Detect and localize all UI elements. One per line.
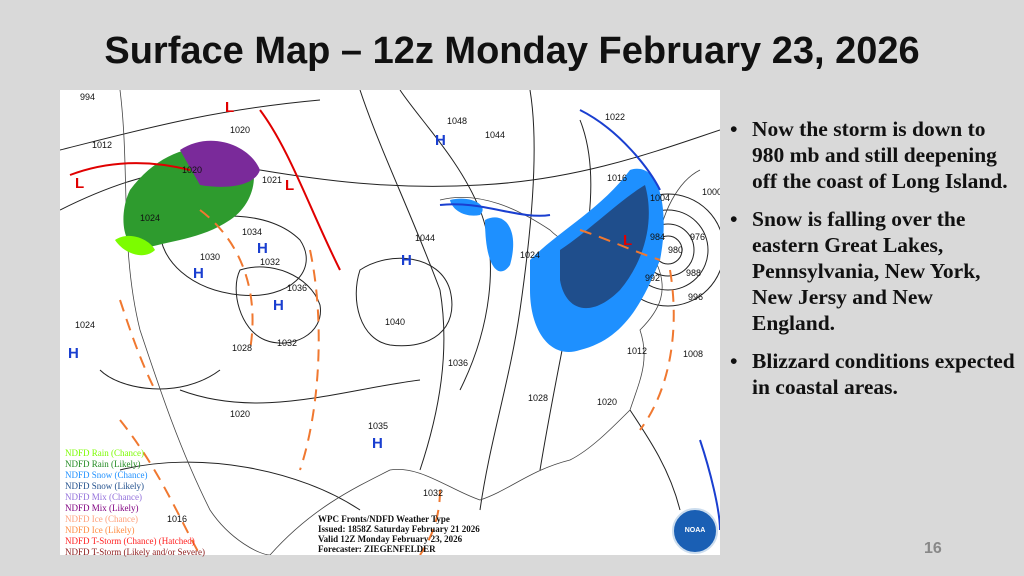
isobar-label: 992 (645, 273, 660, 283)
isobar-label: 988 (686, 268, 701, 278)
isobar-label: 976 (690, 232, 705, 242)
high-pressure-center: H (68, 345, 79, 362)
slide-title: Surface Map – 12z Monday February 23, 20… (104, 30, 920, 72)
legend-item: NDFD Ice (Likely) (65, 525, 135, 535)
legend-item: NDFD Mix (Likely) (65, 503, 139, 513)
troughs (119, 209, 675, 555)
bullet-item: Blizzard conditions expected in coastal … (728, 348, 1018, 400)
legend-item: NDFD Rain (Chance) (65, 448, 144, 458)
high-pressure-center: H (372, 435, 383, 452)
map-canvas: 994 1012 1020 1020 1021 1024 1034 1030 1032 1036 1… (60, 90, 720, 555)
precipitation (115, 140, 664, 352)
isobar-label: 1048 (447, 116, 467, 126)
isobar-label: 1016 (167, 514, 187, 524)
isobar-label: 1032 (260, 257, 280, 267)
surface-map: 994 1012 1020 1020 1021 1024 1034 1030 1032 1036 1… (60, 90, 720, 558)
isobar-label: 1022 (605, 112, 625, 122)
weather-type-legend: NDFD Rain (Chance) NDFD Rain (Likely) NDFD… (65, 448, 205, 558)
page-number: 16 (924, 540, 942, 557)
high-pressure-center: H (435, 132, 446, 149)
fronts (69, 109, 720, 531)
isobar-label: 1024 (140, 213, 160, 223)
map-caption: WPC Fronts/NDFD Weather Type Issued: 185… (318, 514, 480, 554)
legend-item: NDFD T-Storm (Likely and/or Severe) (65, 547, 205, 557)
isobar-label: 1008 (683, 349, 703, 359)
legend-item: NDFD Ice (Chance) (65, 514, 138, 524)
isobar-label: 994 (80, 92, 95, 102)
isobar-label: 1028 (528, 393, 548, 403)
isobar-label: 1032 (277, 338, 297, 348)
isobar-label: 1044 (415, 233, 435, 243)
legend-item: NDFD T-Storm (Chance) (Hatched) (65, 536, 195, 546)
high-pressure-center: H (257, 240, 268, 257)
isobar-label: 1020 (182, 165, 202, 175)
isobar-label: 980 (668, 245, 683, 255)
isobar-label: 1016 (607, 173, 627, 183)
isobar-label: 1034 (242, 227, 262, 237)
high-pressure-center: H (193, 265, 204, 282)
isobar-label: 1012 (627, 346, 647, 356)
noaa-logo: NOAA (672, 508, 718, 554)
high-pressure-center: H (273, 297, 284, 314)
isobar-label: 1000 (702, 187, 720, 197)
isobar-label: 1036 (287, 283, 307, 293)
isobar-label: 1020 (230, 125, 250, 135)
low-pressure-center: L (75, 175, 84, 192)
isobar-label: 1024 (75, 320, 95, 330)
isobar-label: 1032 (423, 488, 443, 498)
caption-line: Forecaster: ZIEGENFELDER (318, 544, 436, 554)
isobar-label: 1028 (232, 343, 252, 353)
isobar-label: 1021 (262, 175, 282, 185)
isobar-label: 1004 (650, 193, 670, 203)
legend-item: NDFD Rain (Likely) (65, 459, 141, 469)
bullet-item: Now the storm is down to 980 mb and stil… (728, 116, 1018, 194)
low-pressure-center: L (623, 232, 632, 249)
caption-line: Valid 12Z Monday February 23, 2026 (318, 534, 463, 544)
legend-item: NDFD Snow (Likely) (65, 481, 144, 491)
isobar-label: 1024 (520, 250, 540, 260)
isobar-label: 1044 (485, 130, 505, 140)
isobar-label: 1035 (368, 421, 388, 431)
high-pressure-center: H (401, 252, 412, 269)
isobar-label: 1040 (385, 317, 405, 327)
isobar-label: 1036 (448, 358, 468, 368)
isobar-label: 1020 (597, 397, 617, 407)
isobar-label: 1030 (200, 252, 220, 262)
caption-line: Issued: 1858Z Saturday February 21 2026 (318, 524, 480, 534)
isobar-label: 984 (650, 232, 665, 242)
isobar-label: 1020 (230, 409, 250, 419)
low-pressure-center: L (285, 177, 294, 194)
low-pressure-center: L (225, 99, 234, 116)
bullet-list: Now the storm is down to 980 mb and stil… (728, 116, 1018, 412)
bullet-item: Snow is falling over the eastern Great L… (728, 206, 1018, 336)
isobar-label: 996 (688, 292, 703, 302)
isobar-label: 1012 (92, 140, 112, 150)
legend-item: NDFD Snow (Chance) (65, 470, 148, 480)
legend-item: NDFD Mix (Chance) (65, 492, 142, 502)
caption-line: WPC Fronts/NDFD Weather Type (318, 514, 450, 524)
